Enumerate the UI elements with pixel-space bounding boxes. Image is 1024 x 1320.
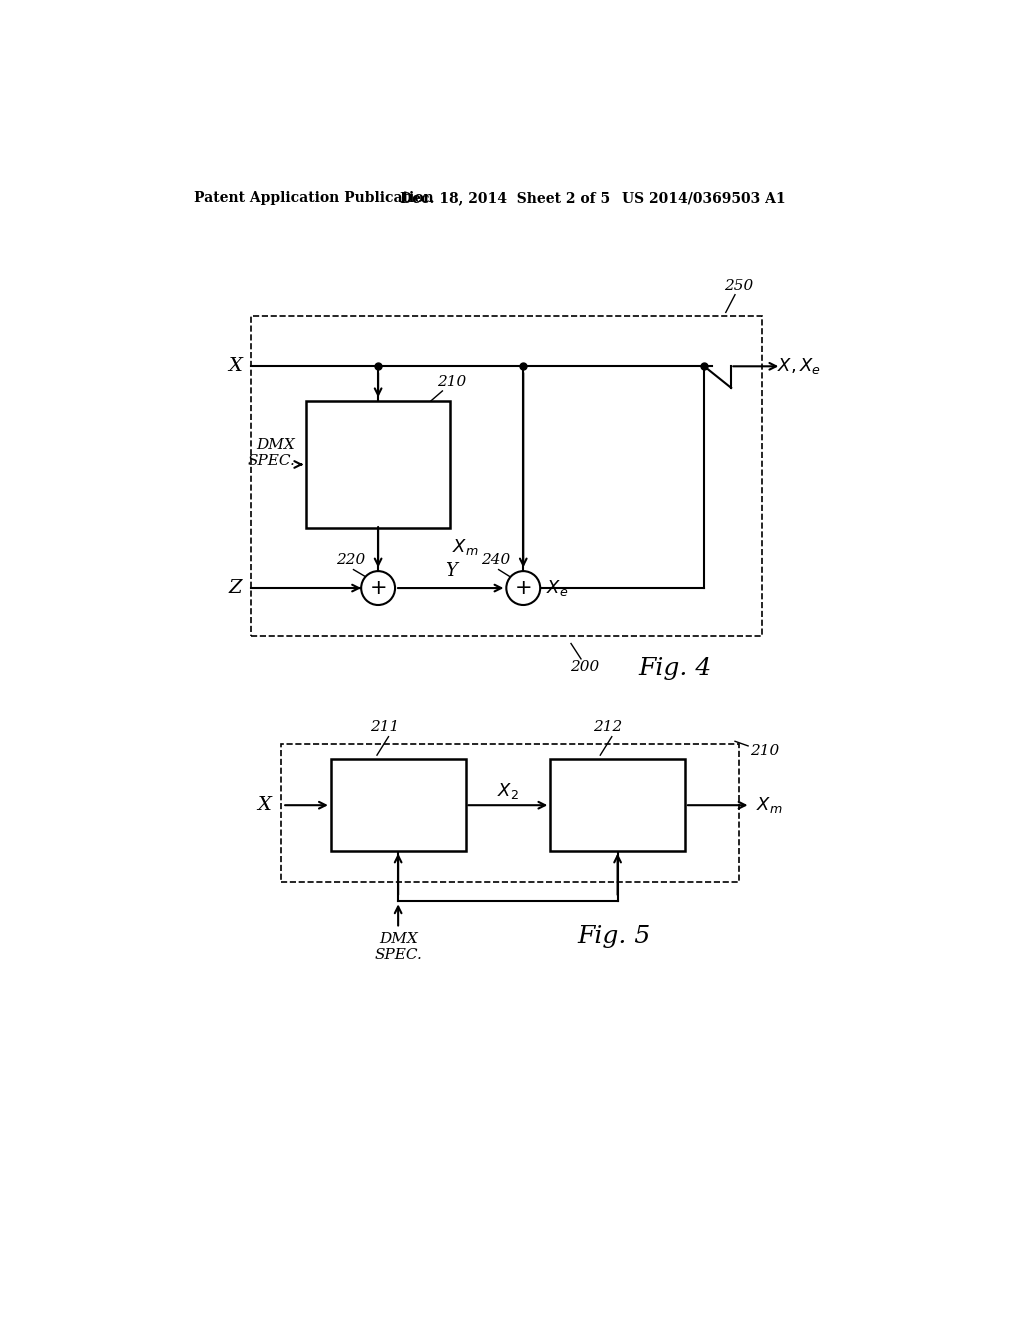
Text: 220: 220 bbox=[336, 553, 365, 566]
Text: 240: 240 bbox=[481, 553, 510, 566]
Text: $X,X_e$: $X,X_e$ bbox=[777, 356, 821, 376]
Text: $X_e$: $X_e$ bbox=[547, 578, 568, 598]
Text: Z: Z bbox=[228, 579, 243, 597]
Bar bbox=[331, 759, 466, 851]
Text: 210: 210 bbox=[437, 375, 466, 389]
Bar bbox=[252, 317, 762, 636]
Circle shape bbox=[361, 572, 395, 605]
Bar bbox=[550, 759, 685, 851]
Text: DMX
SPEC.: DMX SPEC. bbox=[248, 438, 295, 469]
Text: $X_m$: $X_m$ bbox=[756, 795, 782, 816]
Text: 250: 250 bbox=[724, 279, 754, 293]
Circle shape bbox=[506, 572, 541, 605]
Bar bbox=[306, 401, 451, 528]
Text: 212: 212 bbox=[593, 721, 623, 734]
Text: Fig. 4: Fig. 4 bbox=[639, 657, 712, 680]
Text: Dec. 18, 2014  Sheet 2 of 5: Dec. 18, 2014 Sheet 2 of 5 bbox=[400, 191, 610, 206]
Text: $X_2$: $X_2$ bbox=[497, 781, 519, 801]
Text: Fig. 5: Fig. 5 bbox=[578, 924, 650, 948]
Text: X: X bbox=[258, 796, 271, 814]
Bar bbox=[281, 743, 739, 882]
Text: +: + bbox=[514, 578, 532, 598]
Text: DMX
SPEC.: DMX SPEC. bbox=[374, 932, 422, 962]
Text: 200: 200 bbox=[570, 660, 599, 675]
Text: +: + bbox=[370, 578, 387, 598]
Text: US 2014/0369503 A1: US 2014/0369503 A1 bbox=[622, 191, 785, 206]
Text: 210: 210 bbox=[751, 743, 779, 758]
Text: Patent Application Publication: Patent Application Publication bbox=[194, 191, 433, 206]
Text: 211: 211 bbox=[370, 721, 399, 734]
Text: Y: Y bbox=[444, 562, 457, 581]
Text: X: X bbox=[228, 358, 243, 375]
Text: $X_m$: $X_m$ bbox=[453, 537, 479, 557]
